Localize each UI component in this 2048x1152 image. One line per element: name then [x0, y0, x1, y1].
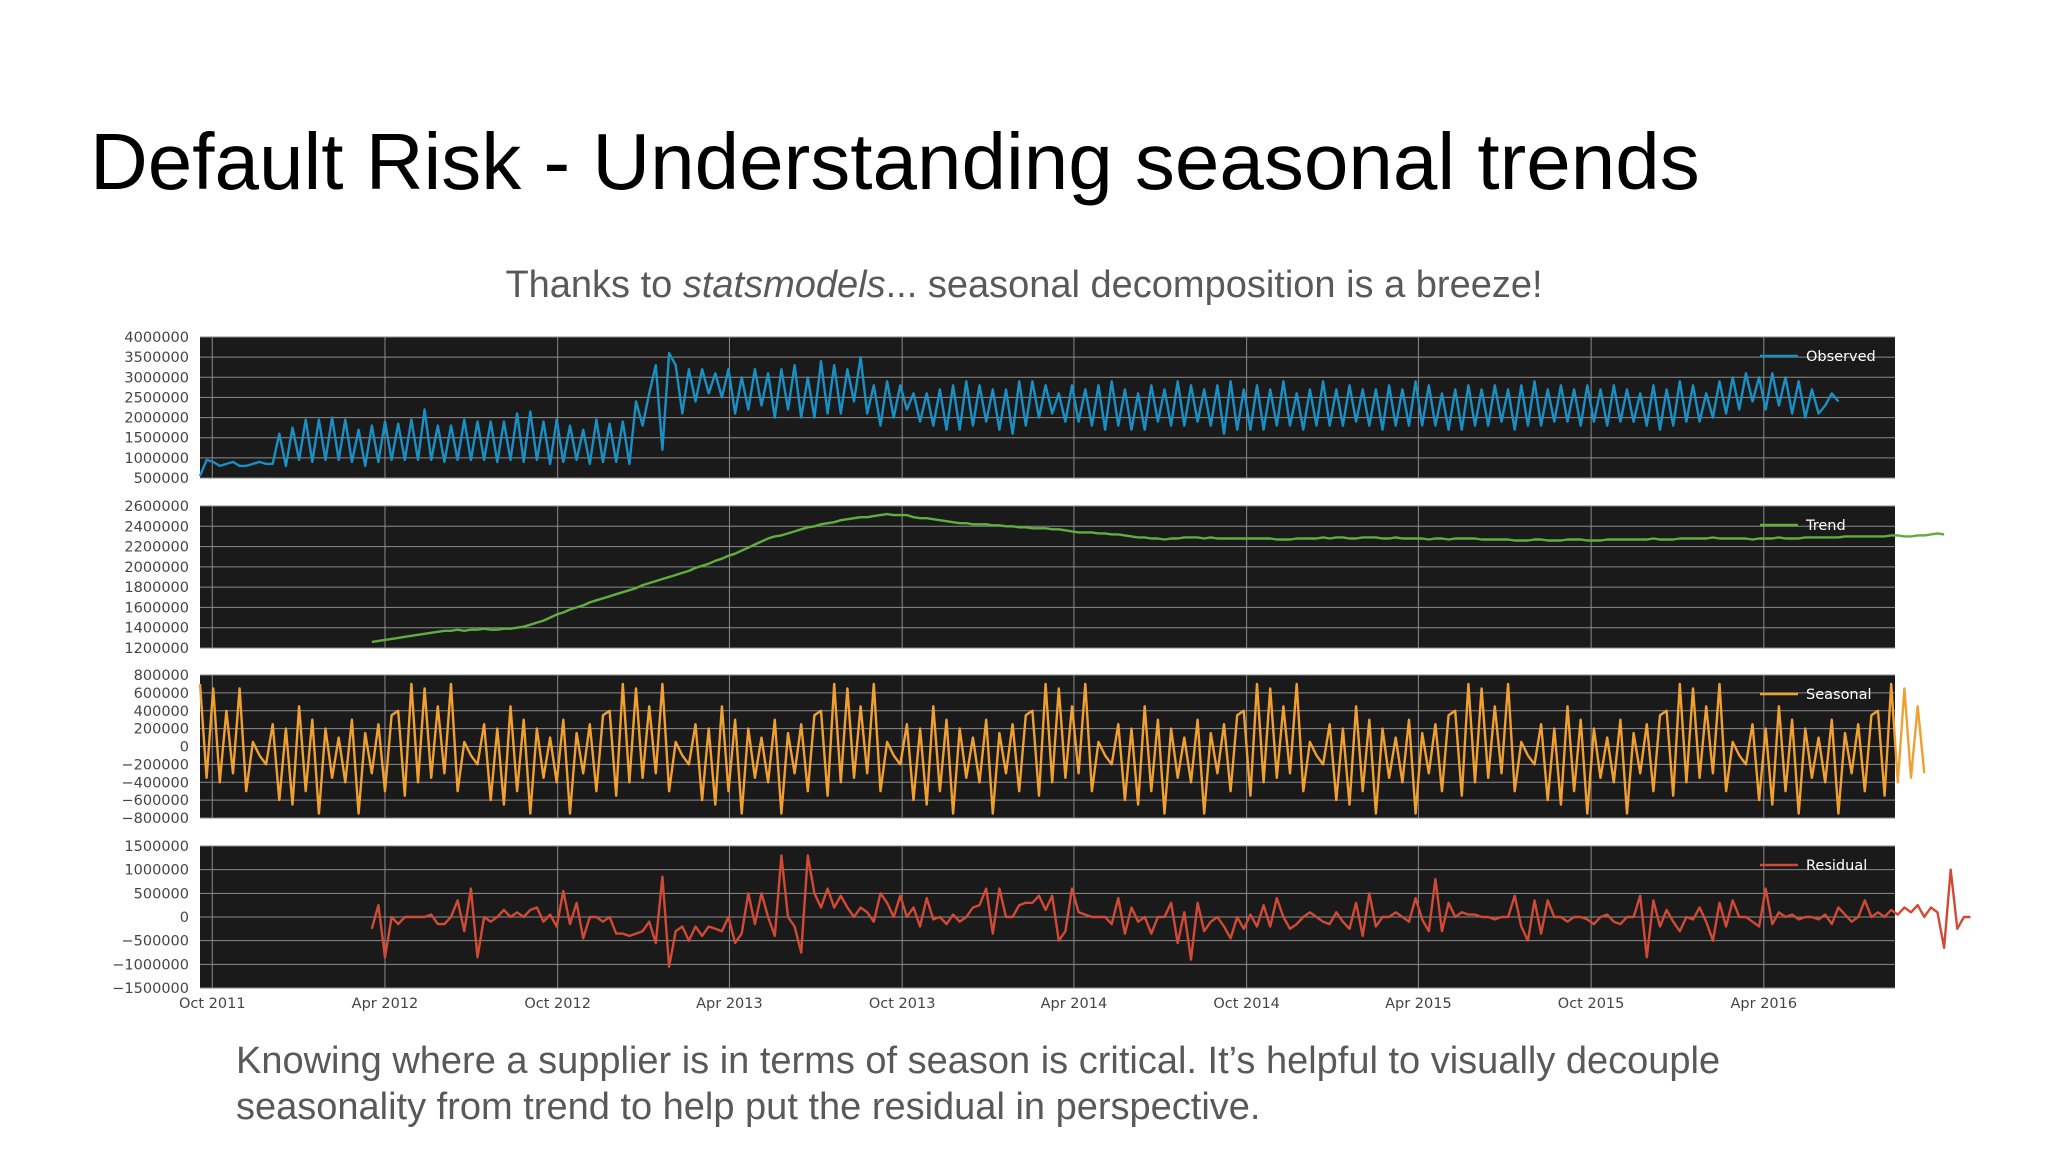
legend-label: Trend	[1805, 518, 1846, 534]
y-tick-label: 2200000	[124, 540, 189, 556]
legend-label: Residual	[1806, 858, 1867, 874]
y-tick-label: 1600000	[124, 600, 189, 616]
y-tick-label: 200000	[134, 722, 189, 738]
x-tick-label: Oct 2011	[179, 996, 246, 1012]
y-tick-label: 0	[180, 740, 189, 756]
x-tick-label: Oct 2014	[1213, 996, 1280, 1012]
series-line-residual	[370, 854, 1971, 968]
series-line-seasonal	[198, 682, 1926, 815]
panel-background	[200, 337, 1895, 478]
y-tick-label: −200000	[121, 757, 189, 773]
y-tick-label: 1000000	[124, 451, 189, 467]
y-tick-label: 1500000	[124, 839, 189, 855]
series-line-observed	[198, 351, 1840, 477]
slide-title: Default Risk - Understanding seasonal tr…	[90, 117, 1700, 206]
y-tick-label: 2000000	[124, 560, 189, 576]
x-axis: Oct 2011 Apr 2012 Oct 2012 Apr 2013 Oct 2013…	[179, 996, 1797, 1012]
y-tick-label: 1500000	[124, 431, 189, 447]
y-tick-label: 3500000	[124, 350, 189, 366]
x-tick-label: Apr 2012	[352, 996, 419, 1012]
y-tick-label: 2000000	[124, 411, 189, 427]
legend-label: Seasonal	[1806, 687, 1872, 703]
subtitle-prefix: Thanks to	[505, 264, 683, 306]
y-tick-label: 1800000	[124, 580, 189, 596]
y-tick-label: −400000	[121, 775, 189, 791]
y-tick-label: 1200000	[124, 641, 189, 657]
subtitle-emphasis: statsmodels	[682, 264, 886, 306]
legend-label: Observed	[1806, 349, 1876, 365]
y-tick-label: 800000	[134, 668, 189, 684]
panel-seasonal: −800000 −600000 −400000 −2000000 200000 40000…	[121, 668, 1926, 827]
x-tick-label: Apr 2015	[1385, 996, 1452, 1012]
y-tick-label: 400000	[134, 704, 189, 720]
y-tick-label: 2400000	[124, 519, 189, 535]
y-tick-label: 2500000	[124, 390, 189, 406]
caption-line-1: Knowing where a supplier is in terms of …	[236, 1040, 1721, 1082]
y-tick-label: 0	[180, 910, 189, 926]
y-tick-label: −1500000	[112, 981, 189, 997]
y-tick-label: 500000	[134, 471, 189, 487]
series-line-trend	[371, 512, 1945, 644]
y-tick-label: 600000	[134, 686, 189, 702]
caption-line-2: seasonality from trend to help put the r…	[236, 1086, 1261, 1128]
x-tick-label: Oct 2012	[524, 996, 591, 1012]
subtitle-suffix: ... seasonal decomposition is a breeze!	[885, 264, 1543, 306]
slide-caption: Knowing where a supplier is in terms of …	[236, 1038, 1936, 1130]
y-tick-label: −1000000	[112, 957, 189, 973]
panel-background	[200, 506, 1895, 648]
x-tick-label: Oct 2013	[869, 996, 936, 1012]
x-tick-label: Apr 2014	[1041, 996, 1108, 1012]
y-tick-label: −600000	[121, 793, 189, 809]
x-tick-label: Apr 2013	[696, 996, 763, 1012]
y-tick-label: 1000000	[124, 863, 189, 879]
y-tick-label: 500000	[134, 886, 189, 902]
y-tick-label: 1400000	[124, 621, 189, 637]
y-tick-label: 4000000	[124, 330, 189, 346]
x-tick-label: Apr 2016	[1731, 996, 1798, 1012]
y-tick-label: −500000	[121, 934, 189, 950]
x-tick-label: Oct 2015	[1558, 996, 1625, 1012]
y-tick-label: 3000000	[124, 370, 189, 386]
y-tick-label: 2600000	[124, 499, 189, 515]
panel-residual: −1500000 −1000000 −500000 0 500000 1000000 150…	[112, 839, 1971, 997]
panel-observed: 500000 1000000 1500000 2000000 2500000 300000…	[124, 330, 1895, 487]
slide-subtitle: Thanks to statsmodels... seasonal decomp…	[0, 264, 2048, 307]
panel-trend: 1200000 1400000 1600000 1800000 2000000 22000…	[124, 499, 1945, 657]
y-tick-label: −800000	[121, 811, 189, 827]
